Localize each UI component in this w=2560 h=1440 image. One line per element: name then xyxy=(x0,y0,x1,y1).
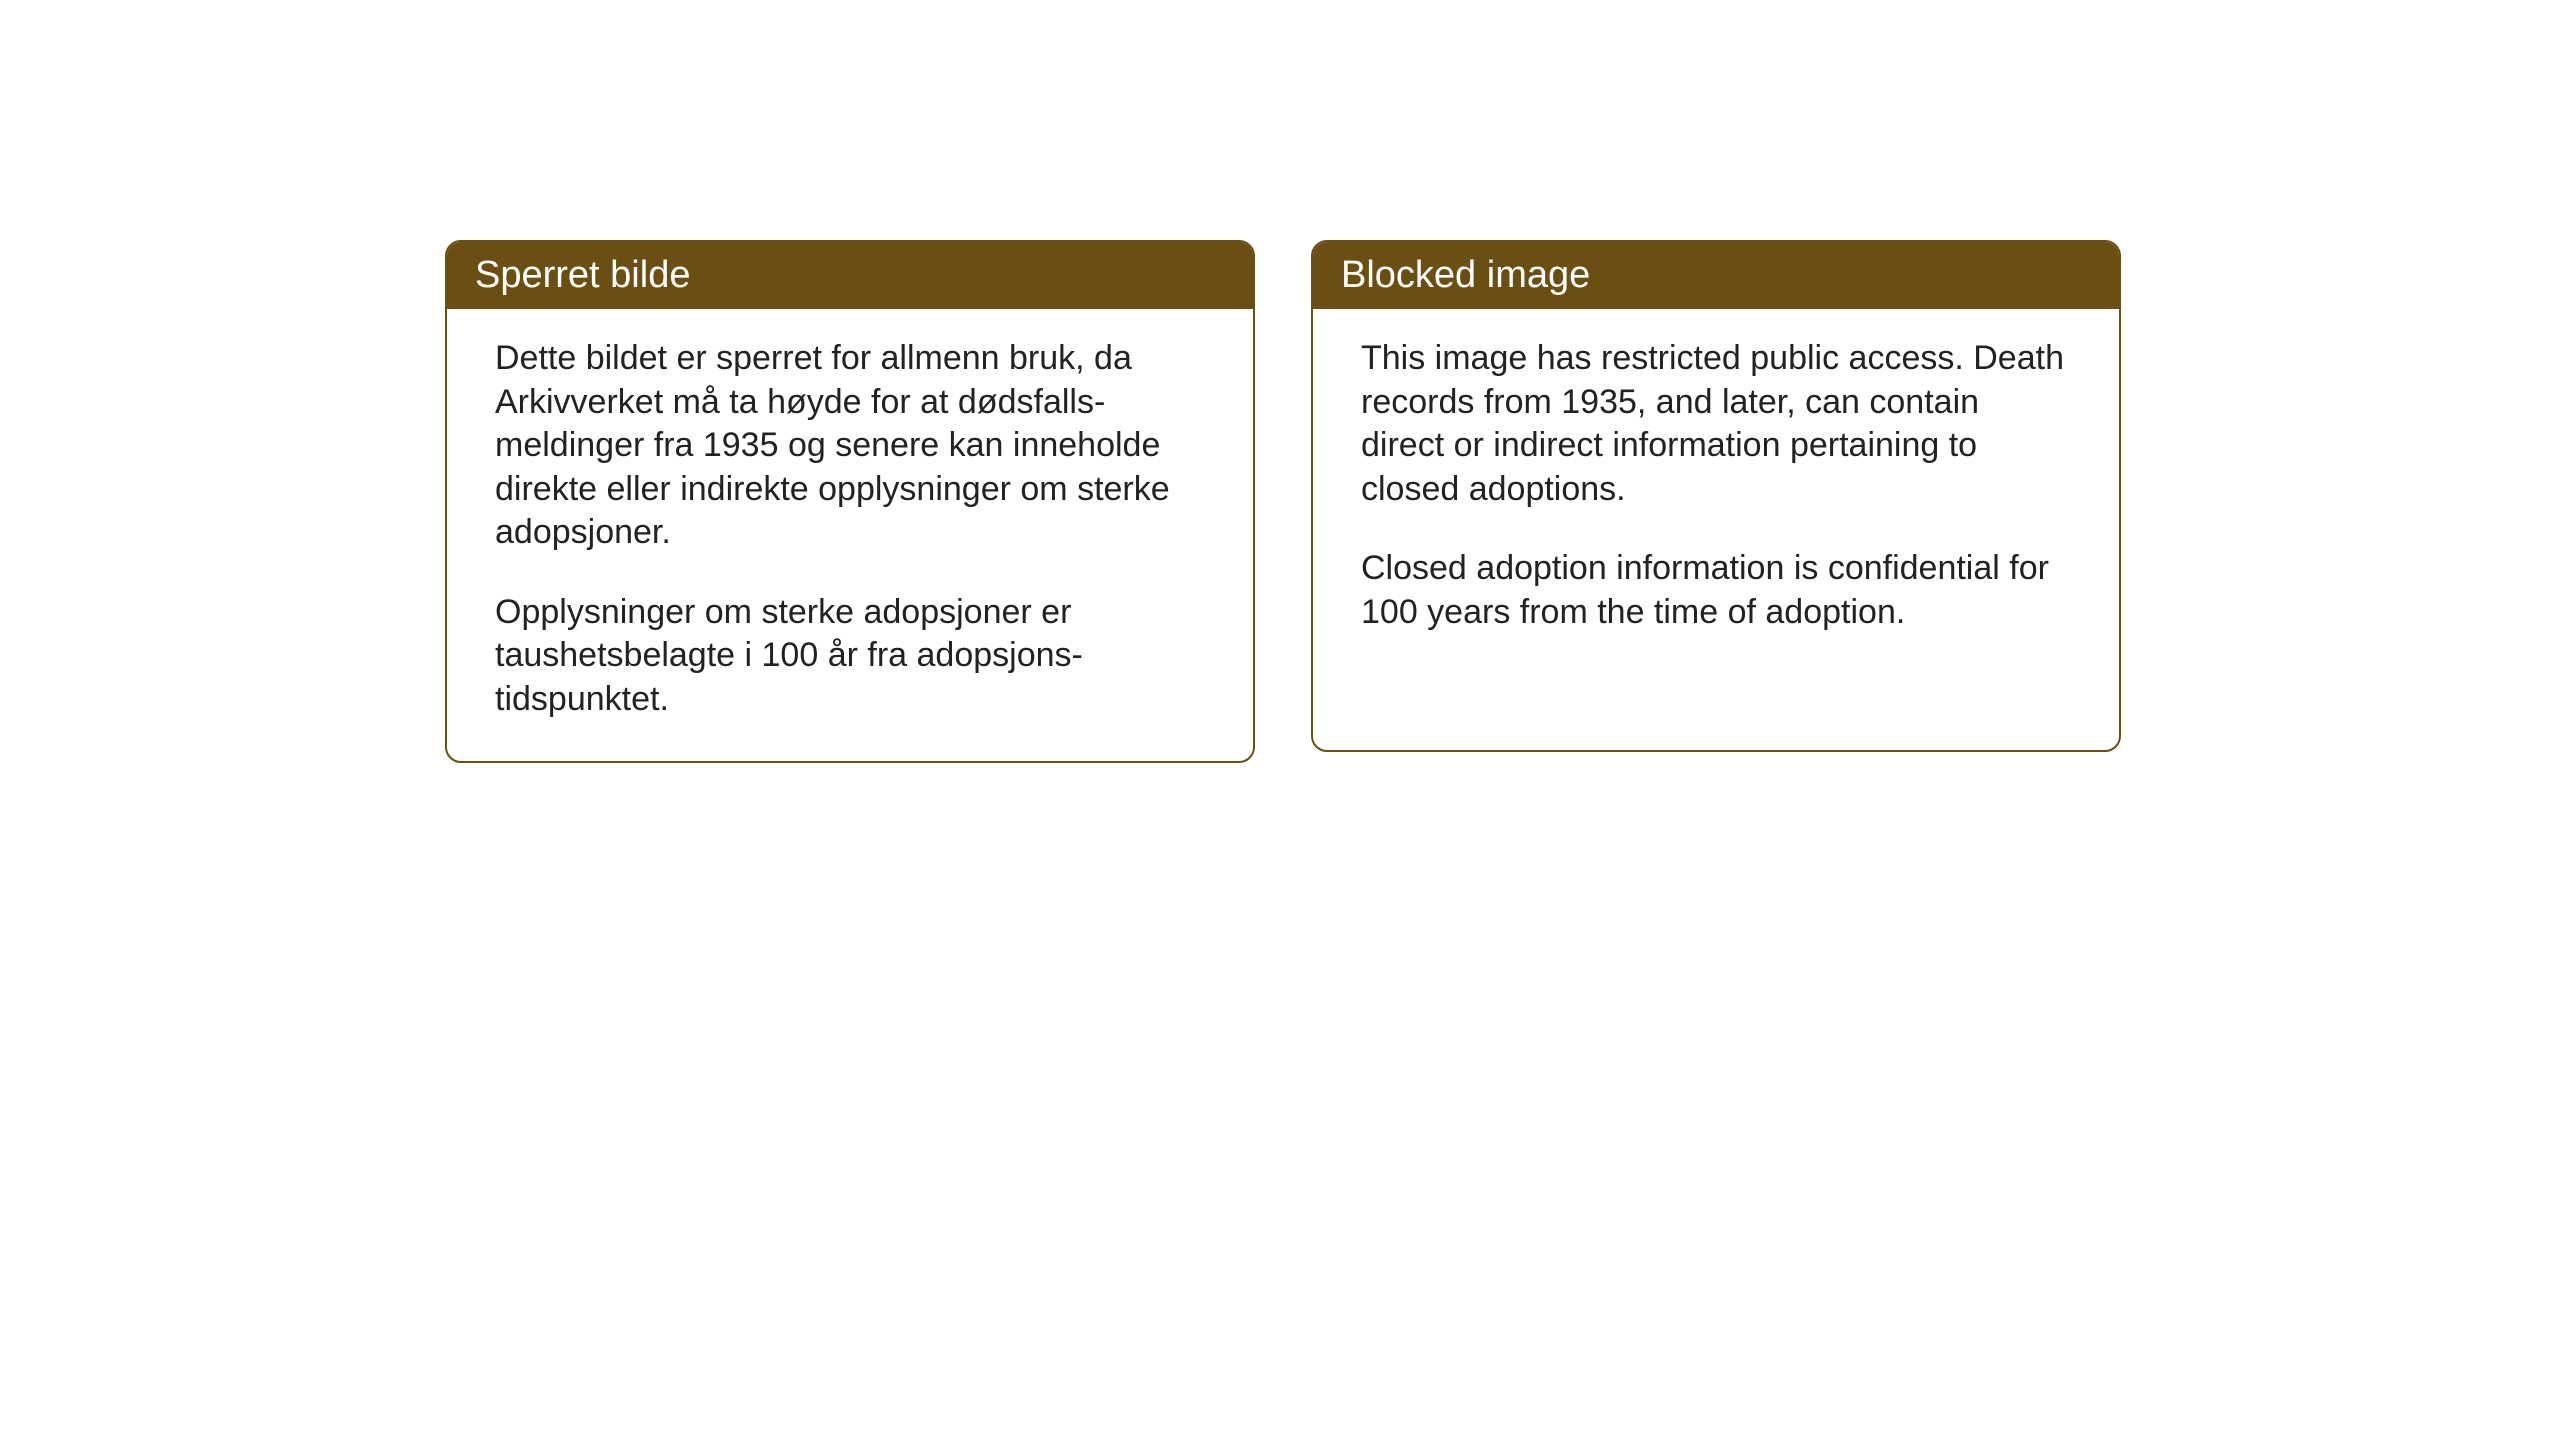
norwegian-paragraph-2: Opplysninger om sterke adopsjoner er tau… xyxy=(495,591,1205,722)
norwegian-notice-card: Sperret bilde Dette bildet er sperret fo… xyxy=(445,240,1255,763)
notice-container: Sperret bilde Dette bildet er sperret fo… xyxy=(445,240,2121,763)
english-notice-card: Blocked image This image has restricted … xyxy=(1311,240,2121,752)
norwegian-paragraph-1: Dette bildet er sperret for allmenn bruk… xyxy=(495,337,1205,555)
norwegian-notice-title: Sperret bilde xyxy=(447,242,1253,309)
norwegian-notice-body: Dette bildet er sperret for allmenn bruk… xyxy=(447,309,1253,761)
english-notice-title: Blocked image xyxy=(1313,242,2119,309)
english-paragraph-1: This image has restricted public access.… xyxy=(1361,337,2071,511)
english-notice-body: This image has restricted public access.… xyxy=(1313,309,2119,674)
english-paragraph-2: Closed adoption information is confident… xyxy=(1361,547,2071,634)
